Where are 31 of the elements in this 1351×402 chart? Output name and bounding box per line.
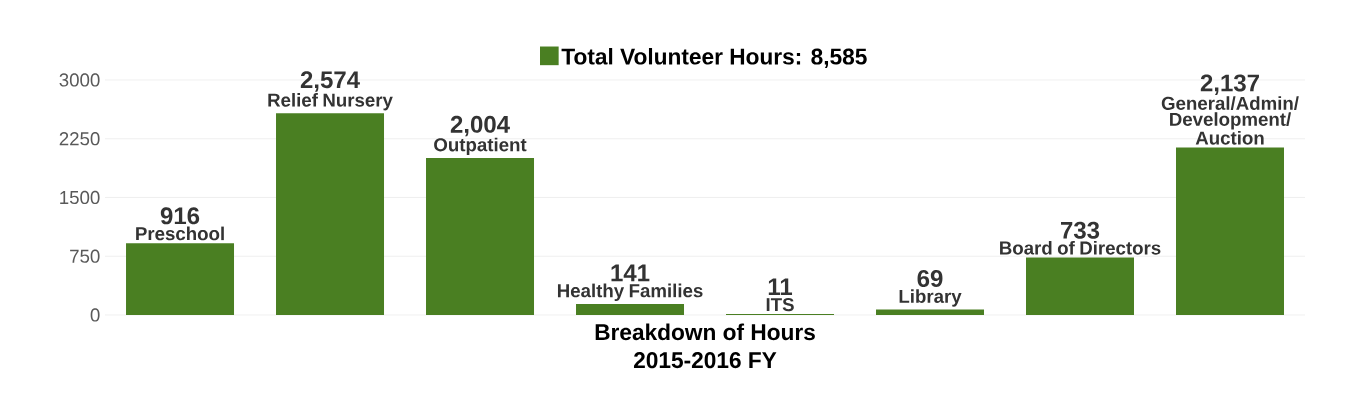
x-tick-label: Relief Nursery — [268, 93, 393, 111]
data-label: 2,574 — [300, 71, 360, 92]
y-tick-label: 3000 — [59, 73, 100, 87]
bar — [1026, 257, 1134, 315]
legend-label: Total Volunteer Hours: 8,585 — [561, 47, 867, 68]
data-label: 141 — [611, 264, 650, 282]
y-tick-label: 2250 — [59, 132, 100, 146]
data-label: 916 — [160, 207, 200, 225]
data-label: 2,004 — [450, 115, 510, 137]
bar — [126, 243, 235, 315]
y-tick-label: 750 — [70, 249, 100, 263]
x-tick-label: ITS — [766, 297, 794, 312]
bar — [1176, 147, 1284, 315]
bar — [576, 303, 685, 315]
data-label: 11 — [768, 278, 793, 296]
bar — [276, 113, 385, 315]
x-tick-label: Outpatient — [434, 137, 527, 156]
data-label: 733 — [1061, 221, 1100, 239]
y-tick-label: 0 — [90, 308, 100, 322]
bar — [876, 309, 984, 315]
data-label: 2,137 — [1200, 74, 1259, 95]
bar — [426, 158, 535, 315]
x-tick-label: Preschool — [136, 226, 224, 241]
data-label: 69 — [917, 270, 943, 287]
x-axis-title: Breakdown of Hours — [595, 323, 815, 341]
x-tick-label: Library — [899, 289, 962, 307]
x-tick-label: Board of Directors — [1000, 240, 1161, 255]
x-tick-label: Healthy Families — [557, 283, 703, 301]
x-tick-label: General/Admin/Development/Auction — [1161, 96, 1299, 145]
text: 2015-2016 FY — [633, 352, 777, 369]
y-tick-label: 1500 — [60, 190, 100, 205]
